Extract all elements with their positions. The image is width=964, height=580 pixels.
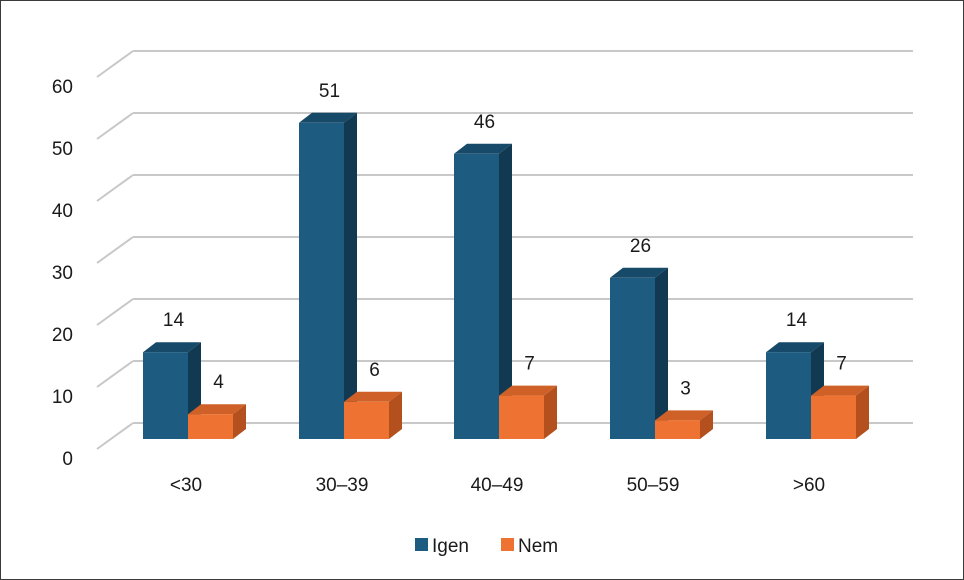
data-label: 4 — [213, 372, 224, 393]
bar-side — [700, 410, 713, 439]
bar-top — [454, 143, 512, 154]
x-tick-label: 40–49 — [471, 475, 524, 496]
data-label: 7 — [836, 354, 847, 375]
bar-top — [499, 385, 557, 396]
gridline-side — [96, 236, 134, 264]
bar-top — [344, 391, 402, 402]
bar-igen-2 — [454, 143, 512, 440]
gridline-side — [96, 174, 134, 202]
bar-top — [188, 404, 246, 415]
gridline-side — [96, 50, 134, 78]
y-tick-label: 0 — [62, 449, 73, 470]
bar-side — [499, 143, 512, 440]
x-tick-label: 30–39 — [316, 475, 369, 496]
gridline-side — [96, 422, 134, 450]
data-label: 26 — [630, 236, 651, 257]
bar-top — [299, 112, 357, 123]
x-tick-label: >60 — [793, 475, 825, 496]
y-axis: 0 10 20 30 40 50 60 — [52, 77, 73, 470]
bar-side — [544, 385, 557, 439]
y-tick-label: 10 — [52, 387, 73, 408]
bar-top — [655, 410, 713, 421]
bar-front — [454, 153, 499, 440]
bar-front — [655, 420, 700, 439]
bar-side — [389, 391, 402, 439]
data-label: 14 — [786, 310, 808, 331]
bars — [143, 112, 869, 440]
bar-nem-0 — [188, 404, 246, 439]
data-label: 3 — [680, 378, 691, 399]
legend: Igen Nem — [415, 536, 558, 557]
y-tick-label: 50 — [52, 139, 73, 160]
y-tick-label: 60 — [52, 77, 73, 98]
bar-top — [143, 342, 201, 353]
bar-front — [610, 277, 655, 439]
x-tick-label: <30 — [170, 475, 202, 496]
bar-front — [766, 352, 811, 439]
x-axis: <30 30–39 40–49 50–59 >60 — [170, 475, 825, 496]
bar-nem-3 — [655, 410, 713, 439]
bar-igen-3 — [610, 267, 668, 439]
bar-igen-1 — [299, 112, 357, 440]
data-label: 51 — [319, 81, 340, 102]
y-tick-label: 40 — [52, 201, 73, 222]
bar-top — [766, 342, 824, 353]
data-label: 7 — [524, 354, 535, 375]
y-tick-label: 20 — [52, 325, 73, 346]
data-label: 46 — [474, 112, 495, 133]
bar-front — [499, 395, 544, 439]
y-tick-label: 30 — [52, 263, 73, 284]
legend-label-nem: Nem — [518, 536, 558, 557]
bar-front — [811, 395, 856, 439]
bar-nem-2 — [499, 385, 557, 439]
data-label: 6 — [369, 360, 380, 381]
bar-front — [299, 122, 344, 440]
data-labels: 14 4 51 6 46 7 26 3 14 7 — [163, 81, 847, 400]
x-tick-label: 50–59 — [627, 475, 680, 496]
bar-top — [610, 267, 668, 278]
bar-front — [188, 414, 233, 439]
bar-top — [811, 385, 869, 396]
gridlines — [96, 50, 913, 450]
legend-swatch-nem — [501, 538, 514, 551]
gridline-side — [96, 298, 134, 326]
data-label: 14 — [163, 310, 185, 331]
bar-front — [344, 401, 389, 439]
bar-igen-0 — [143, 342, 201, 439]
bar-nem-4 — [811, 385, 869, 439]
bar-side — [856, 385, 869, 439]
bar-side — [233, 404, 246, 439]
bar-side — [344, 112, 357, 440]
legend-swatch-igen — [415, 538, 428, 551]
bar-front — [143, 352, 188, 439]
bar-side — [655, 267, 668, 439]
gridline-side — [96, 112, 134, 140]
legend-label-igen: Igen — [432, 536, 469, 557]
bar-nem-1 — [344, 391, 402, 439]
gridline-side — [96, 360, 134, 388]
